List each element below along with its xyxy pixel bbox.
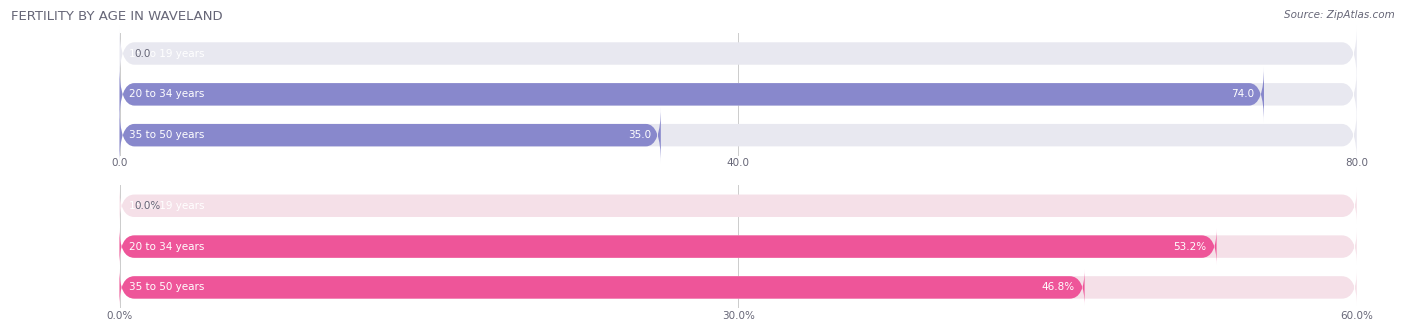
FancyBboxPatch shape <box>120 67 1357 122</box>
FancyBboxPatch shape <box>120 107 661 163</box>
FancyBboxPatch shape <box>120 269 1084 306</box>
Text: Source: ZipAtlas.com: Source: ZipAtlas.com <box>1284 10 1395 20</box>
Text: 20 to 34 years: 20 to 34 years <box>129 89 205 99</box>
Text: 0.0%: 0.0% <box>135 201 160 211</box>
Text: 15 to 19 years: 15 to 19 years <box>129 201 205 211</box>
Text: 15 to 19 years: 15 to 19 years <box>129 49 205 59</box>
Text: 35 to 50 years: 35 to 50 years <box>129 282 205 292</box>
FancyBboxPatch shape <box>120 228 1357 265</box>
Text: 53.2%: 53.2% <box>1174 242 1206 252</box>
FancyBboxPatch shape <box>120 228 1216 265</box>
FancyBboxPatch shape <box>120 188 1357 224</box>
FancyBboxPatch shape <box>120 107 1357 163</box>
Text: FERTILITY BY AGE IN WAVELAND: FERTILITY BY AGE IN WAVELAND <box>11 10 224 23</box>
FancyBboxPatch shape <box>120 25 1357 81</box>
Text: 35 to 50 years: 35 to 50 years <box>129 130 205 140</box>
Text: 46.8%: 46.8% <box>1042 282 1074 292</box>
Text: 0.0: 0.0 <box>135 49 150 59</box>
Text: 35.0: 35.0 <box>628 130 651 140</box>
FancyBboxPatch shape <box>120 269 1357 306</box>
FancyBboxPatch shape <box>120 67 1264 122</box>
Text: 74.0: 74.0 <box>1232 89 1254 99</box>
Text: 20 to 34 years: 20 to 34 years <box>129 242 205 252</box>
